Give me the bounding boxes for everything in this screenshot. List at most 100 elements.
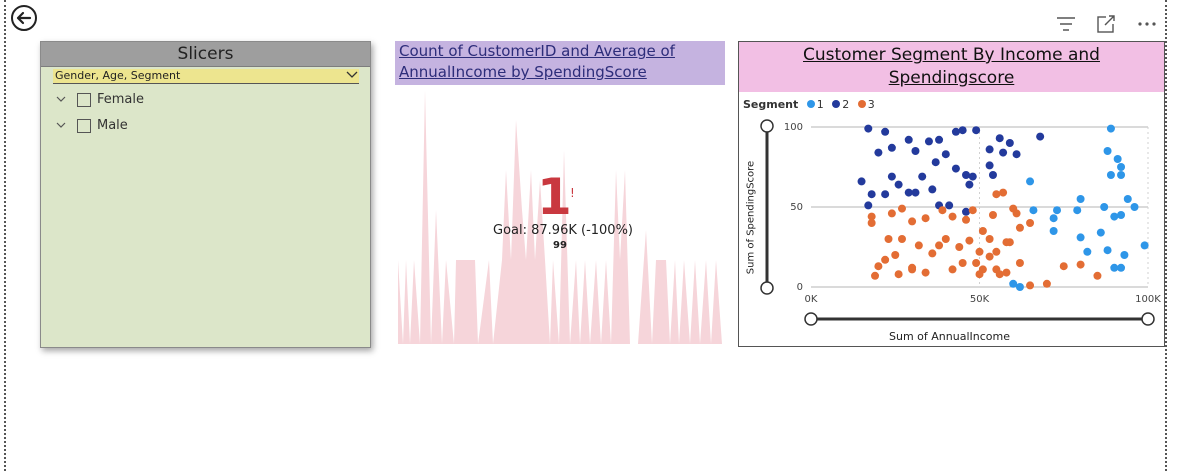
x-range-slider-handle-left[interactable] — [804, 312, 818, 326]
data-point-segment-2 — [918, 172, 927, 181]
data-point-segment-3 — [908, 265, 917, 274]
data-point-segment-3 — [941, 235, 950, 243]
data-point-segment-3 — [935, 241, 944, 250]
kpi-title: Count of CustomerID and Average of Annua… — [395, 41, 725, 85]
checkbox[interactable] — [77, 93, 91, 107]
data-point-segment-1 — [1103, 246, 1112, 255]
y-tick-label: 0 — [797, 282, 803, 293]
data-point-segment-3 — [1026, 219, 1035, 227]
data-point-segment-1 — [1076, 233, 1085, 242]
data-point-segment-3 — [992, 247, 1001, 256]
data-point-segment-2 — [867, 190, 876, 199]
expand-chevron-icon[interactable] — [55, 120, 67, 130]
legend-label-1: 1 — [816, 98, 824, 111]
data-point-segment-2 — [924, 137, 933, 146]
data-point-segment-3 — [1015, 259, 1024, 267]
data-point-segment-1 — [1015, 283, 1024, 291]
data-point-segment-1 — [1110, 212, 1119, 221]
data-point-segment-3 — [975, 247, 984, 256]
data-point-segment-1 — [1076, 195, 1085, 203]
data-point-segment-2 — [894, 180, 903, 189]
data-point-segment-1 — [1117, 171, 1126, 179]
data-point-segment-3 — [897, 204, 906, 213]
focus-mode-icon[interactable] — [1095, 14, 1117, 34]
data-point-segment-1 — [1029, 206, 1038, 215]
legend: Segment 1 2 3 — [743, 98, 875, 111]
back-arrow-icon[interactable] — [10, 4, 38, 32]
filter-icon[interactable] — [1055, 14, 1077, 34]
x-tick-label: 50K — [970, 294, 990, 305]
data-point-segment-3 — [1012, 209, 1021, 218]
slicer-dropdown-label: Gender, Age, Segment — [55, 69, 181, 82]
data-point-segment-1 — [1110, 263, 1119, 272]
x-range-slider-handle-right[interactable] — [1141, 312, 1155, 326]
x-axis-label: Sum of AnnualIncome — [889, 330, 1010, 343]
data-point-segment-3 — [887, 209, 896, 218]
data-point-segment-1 — [1117, 263, 1126, 272]
data-point-segment-2 — [887, 143, 896, 152]
data-point-segment-2 — [1012, 150, 1021, 159]
x-tick-label: 100K — [1135, 294, 1161, 305]
data-point-segment-3 — [958, 259, 967, 267]
data-point-segment-3 — [1076, 260, 1085, 269]
data-point-segment-1 — [1026, 177, 1035, 186]
data-point-segment-3 — [881, 255, 890, 264]
data-point-segment-2 — [985, 161, 994, 170]
data-point-segment-2 — [962, 207, 971, 216]
kpi-sub-value: 99 — [553, 240, 567, 251]
data-point-segment-3 — [988, 211, 997, 219]
data-point-segment-3 — [1026, 281, 1035, 290]
data-point-segment-3 — [948, 265, 957, 274]
data-point-segment-1 — [1113, 155, 1122, 163]
data-point-segment-3 — [897, 235, 906, 243]
data-point-segment-3 — [955, 243, 964, 251]
page-left-border — [4, 0, 6, 471]
expand-chevron-icon[interactable] — [55, 94, 67, 104]
data-point-segment-3 — [962, 215, 971, 224]
data-point-segment-2 — [965, 180, 974, 189]
data-point-segment-1 — [1140, 241, 1149, 250]
chevron-down-icon[interactable] — [345, 68, 359, 82]
legend-dot-2 — [832, 100, 841, 108]
data-point-segment-2 — [911, 147, 920, 155]
kpi-alert-icon: ! — [570, 186, 575, 200]
data-point-segment-3 — [1042, 279, 1051, 288]
data-point-segment-2 — [864, 124, 873, 133]
y-axis-label: Sum of SpendingScore — [745, 160, 757, 275]
data-point-segment-2 — [972, 126, 981, 135]
data-point-segment-2 — [962, 171, 971, 179]
data-point-segment-1 — [1106, 124, 1115, 133]
data-point-segment-3 — [921, 268, 930, 277]
data-point-segment-2 — [911, 188, 920, 197]
data-point-segment-1 — [1049, 214, 1058, 223]
data-point-segment-2 — [928, 185, 937, 194]
y-range-slider-handle-bottom[interactable] — [760, 281, 774, 295]
data-point-segment-3 — [1002, 268, 1011, 277]
data-point-segment-1 — [1130, 203, 1139, 211]
data-point-segment-1 — [1106, 171, 1115, 179]
data-point-segment-2 — [951, 127, 960, 136]
data-point-segment-2 — [904, 188, 913, 197]
page-right-border — [1165, 0, 1167, 471]
data-point-segment-3 — [948, 212, 957, 221]
y-range-slider-handle-top[interactable] — [760, 119, 774, 133]
data-point-segment-1 — [1053, 206, 1062, 215]
data-point-segment-2 — [941, 150, 950, 159]
data-point-segment-2 — [887, 172, 896, 181]
data-point-segment-1 — [1103, 147, 1112, 155]
data-point-segment-2 — [958, 126, 967, 135]
scatter-title: Customer Segment By Income and Spendings… — [739, 42, 1164, 92]
data-point-segment-2 — [1036, 132, 1045, 141]
checkbox[interactable] — [77, 119, 91, 133]
legend-dot-3 — [857, 100, 866, 108]
slicers-panel: Slicers Gender, Age, Segment Female Male — [40, 41, 371, 348]
slicer-dropdown[interactable]: Gender, Age, Segment — [53, 69, 359, 84]
data-point-segment-2 — [874, 148, 883, 157]
more-options-icon[interactable] — [1136, 14, 1158, 34]
data-point-segment-3 — [992, 190, 1001, 199]
data-point-segment-2 — [857, 177, 866, 186]
legend-title: Segment — [743, 98, 799, 111]
slicers-title: Slicers — [41, 42, 370, 67]
y-tick-label: 50 — [790, 202, 803, 213]
data-point-segment-2 — [945, 201, 954, 210]
